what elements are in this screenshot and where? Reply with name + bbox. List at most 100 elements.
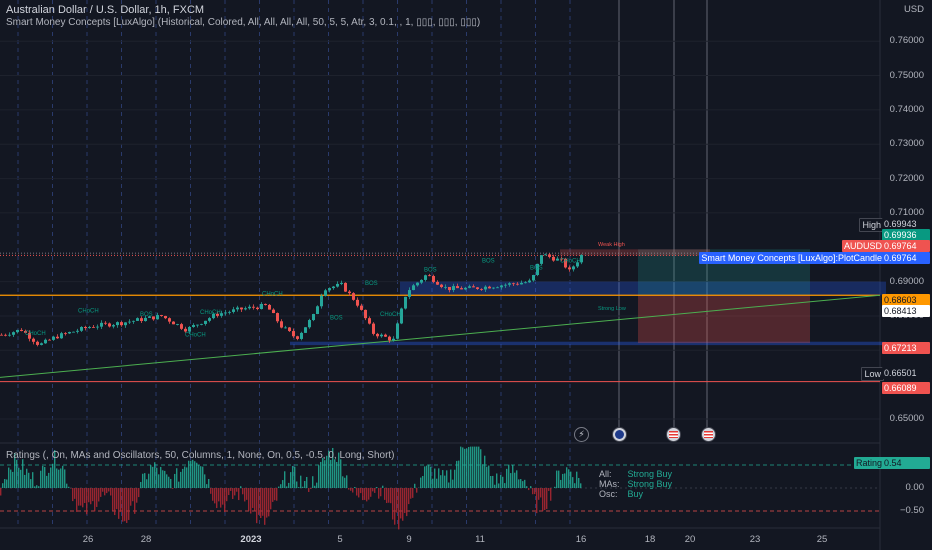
osc-column [30, 479, 32, 488]
ratings-osc-value: Buy [627, 489, 644, 499]
osc-column [484, 455, 486, 488]
au-flag-icon[interactable] [612, 427, 627, 442]
osc-column [114, 488, 116, 516]
candle-body [316, 306, 319, 315]
symbol-price-tag: 0.69764 [882, 240, 930, 252]
osc-column [368, 488, 370, 500]
candle-body [40, 343, 43, 345]
us-flag-icon[interactable] [701, 427, 716, 442]
osc-column [158, 474, 160, 488]
candle-body [416, 282, 419, 286]
candle-body [156, 315, 159, 320]
plotcandle-label: Smart Money Concepts [LuxAlgo]:PlotCandl… [699, 252, 884, 264]
osc-column [268, 488, 270, 517]
osc-column [494, 484, 496, 488]
lightning-icon[interactable]: ⚡ [574, 427, 589, 442]
osc-column [62, 465, 64, 488]
osc-column [536, 488, 538, 514]
price-tick-label: 0.65000 [889, 412, 924, 424]
osc-column [566, 467, 568, 488]
osc-column [66, 483, 68, 488]
candle-body [212, 313, 215, 319]
osc-column [98, 488, 100, 502]
osc-column [216, 488, 218, 509]
candle-body [176, 324, 179, 325]
candle-body [28, 332, 31, 339]
candle-body [220, 313, 223, 316]
osc-column [86, 488, 88, 515]
long-stop-zone [638, 295, 810, 344]
candle-body [76, 330, 79, 332]
osc-column [20, 469, 22, 488]
osc-column [220, 488, 222, 508]
symbol-title[interactable]: Australian Dollar / U.S. Dollar, 1h, FXC… [6, 4, 205, 16]
osc-column [280, 484, 282, 488]
osc-column [118, 488, 120, 519]
osc-column [294, 466, 296, 488]
candle-body [240, 307, 243, 310]
osc-column [104, 488, 106, 496]
osc-column [402, 488, 404, 521]
indicator-title[interactable]: Smart Money Concepts [LuxAlgo] (Historic… [6, 17, 481, 28]
osc-column [378, 488, 380, 499]
candle-body [244, 308, 247, 310]
candle-body [104, 322, 107, 324]
candle-body [404, 296, 407, 309]
candle-body [4, 334, 7, 336]
candle-body [0, 334, 3, 336]
candle-body [504, 284, 507, 286]
candle-body [72, 331, 75, 333]
osc-column [212, 488, 214, 501]
osc-column [260, 488, 262, 519]
osc-column [150, 465, 152, 488]
osc-column [134, 488, 136, 514]
structure-label: CHoCH [560, 259, 581, 265]
osc-column [382, 485, 384, 488]
osc-column [8, 467, 10, 488]
oscillator-title[interactable]: Ratings (, On, MAs and Oscillators, 50, … [6, 450, 395, 461]
trend-line [0, 294, 881, 378]
osc-column [198, 464, 200, 488]
high-value: 0.69943 [882, 218, 930, 230]
osc-column [266, 488, 268, 518]
osc-column [162, 470, 164, 488]
osc-column [90, 488, 92, 505]
candle-body [56, 336, 59, 339]
candle-body [420, 279, 423, 283]
osc-column [504, 483, 506, 488]
candle-body [8, 334, 11, 336]
candle-body [552, 256, 555, 261]
osc-column [314, 485, 316, 488]
candle-body [532, 275, 535, 281]
candle-body [136, 318, 139, 321]
candle-body [520, 282, 523, 285]
osc-column [238, 488, 240, 501]
red-upper-tag: 0.67213 [882, 342, 930, 354]
osc-column [464, 448, 466, 488]
osc-column [122, 488, 124, 522]
osc-column [148, 473, 150, 488]
osc-axis-zero: 0.00 [905, 482, 925, 493]
osc-column [102, 488, 104, 492]
candle-body [500, 285, 503, 288]
green-level-tag: 0.69936 [882, 229, 930, 241]
candle-body [308, 320, 311, 328]
us-flag-icon[interactable] [666, 427, 681, 442]
osc-column [80, 488, 82, 506]
osc-column [332, 447, 334, 488]
osc-column [562, 473, 564, 488]
osc-column [196, 462, 198, 488]
time-tick-label: 16 [575, 534, 587, 545]
time-tick-label: 26 [82, 534, 94, 545]
osc-column [292, 465, 294, 488]
candle-body [32, 338, 35, 342]
osc-column [214, 488, 216, 504]
candle-body [360, 305, 363, 310]
osc-column [126, 488, 128, 523]
candle-body [492, 287, 495, 289]
osc-column [140, 481, 142, 488]
candle-body [364, 309, 367, 319]
candle-body [424, 275, 427, 280]
osc-column [316, 482, 318, 488]
